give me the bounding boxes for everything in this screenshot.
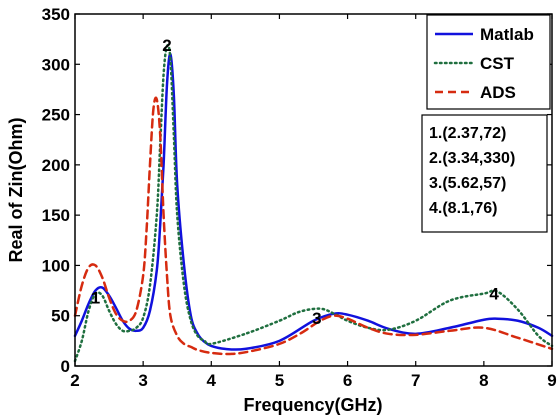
plot-frame (74, 13, 553, 367)
series-curves (73, 43, 554, 363)
annotation-line-2: 2.(3.34,330) (429, 150, 515, 167)
legend-label-ads: ADS (480, 83, 516, 102)
point-label-3: 3 (312, 309, 321, 328)
series-line-cst (73, 43, 554, 363)
y-tick-label: 100 (42, 256, 70, 275)
annotation-line-1: 1.(2.37,72) (429, 125, 506, 142)
y-axis-title: Real of Zin(Ohm) (6, 118, 26, 263)
y-tick-label: 50 (51, 307, 70, 326)
x-tick-label: 8 (479, 371, 488, 390)
point-label-2: 2 (162, 36, 171, 55)
annotation-frame (421, 114, 548, 233)
legend-label-cst: CST (480, 54, 515, 73)
x-axis-title: Frequency(GHz) (243, 395, 382, 415)
y-tick-label: 250 (42, 106, 70, 125)
x-tick-label: 3 (138, 371, 147, 390)
y-tick-label: 300 (42, 55, 70, 74)
annotation-line-4: 4.(8.1,76) (429, 200, 497, 217)
x-tick-label: 5 (275, 371, 284, 390)
x-tick-label: 9 (547, 371, 556, 390)
x-tick-label: 2 (70, 371, 79, 390)
x-tick-label: 7 (411, 371, 420, 390)
annotation-box: 1.(2.37,72) 2.(3.34,330) 3.(5.62,57) 4.(… (421, 114, 548, 233)
y-tick-label: 200 (42, 156, 70, 175)
y-tick-label: 0 (61, 357, 70, 376)
series-line-matlab (73, 52, 554, 351)
series-line-ads (73, 96, 554, 356)
point-label-4: 4 (489, 285, 499, 304)
x-tick-label: 6 (343, 371, 352, 390)
legend-label-matlab: Matlab (480, 25, 534, 44)
point-labels: 1 2 3 4 (91, 36, 500, 328)
x-tick-labels: 2 3 4 5 6 7 8 9 (70, 371, 556, 390)
y-tick-label: 350 (42, 5, 70, 24)
x-tick-label: 4 (207, 371, 217, 390)
y-tick-label: 150 (42, 206, 70, 225)
legend: Matlab CST ADS (426, 14, 551, 110)
y-tick-labels: 0 50 100 150 200 250 300 350 (42, 5, 70, 376)
legend-box (426, 14, 551, 110)
annotation-line-3: 3.(5.62,57) (429, 175, 506, 192)
point-label-1: 1 (91, 289, 100, 308)
